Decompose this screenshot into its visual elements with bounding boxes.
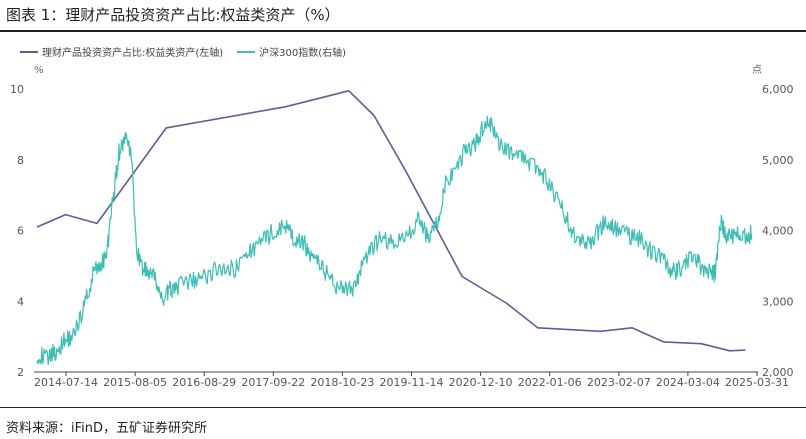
left-axis-tick-label: 2 bbox=[17, 366, 24, 379]
right-axis-tick-label: 3,000 bbox=[762, 295, 794, 308]
left-axis-tick-label: 10 bbox=[10, 83, 24, 96]
left-axis-unit: % bbox=[34, 65, 44, 76]
x-axis-tick-label: 2017-09-22 bbox=[241, 376, 305, 389]
title-divider bbox=[0, 30, 806, 32]
right-axis-unit: 点 bbox=[752, 64, 762, 76]
left-axis-tick-label: 6 bbox=[17, 225, 24, 238]
legend-label-right-series: 沪深300指数(右轴) bbox=[259, 48, 347, 59]
series-line-wealth-equity-share bbox=[36, 90, 746, 352]
right-axis-tick-label: 5,000 bbox=[762, 154, 794, 167]
legend-swatch-left-series bbox=[20, 50, 38, 53]
legend-item-right-series: 沪深300指数(右轴) bbox=[237, 44, 346, 59]
x-axis-tick-label: 2024-03-04 bbox=[656, 376, 720, 389]
right-axis-tick-label: 2,000 bbox=[762, 366, 794, 379]
x-axis-tick-label: 2022-01-06 bbox=[518, 376, 582, 389]
x-axis-tick-label: 2023-02-07 bbox=[587, 376, 651, 389]
right-axis-tick-label: 6,000 bbox=[762, 83, 794, 96]
series-line-csi300-index bbox=[36, 115, 753, 366]
right-axis-tick-label: 4,000 bbox=[762, 225, 794, 238]
legend-label-left-series: 理财产品投资资产占比:权益类资产(左轴) bbox=[42, 48, 224, 59]
footer-divider bbox=[0, 407, 806, 408]
chart-legend: 理财产品投资资产占比:权益类资产(左轴) 沪深300指数(右轴) bbox=[20, 44, 360, 59]
x-axis-tick-label: 2025-03-31 bbox=[725, 376, 789, 389]
x-axis-tick-label: 2018-10-23 bbox=[310, 376, 374, 389]
legend-swatch-right-series bbox=[237, 50, 256, 53]
left-axis-tick-label: 8 bbox=[17, 154, 24, 167]
left-axis-tick-label: 4 bbox=[17, 295, 24, 308]
x-axis-tick-label: 2016-08-29 bbox=[172, 376, 236, 389]
x-axis-tick-label: 2014-07-14 bbox=[34, 376, 98, 389]
legend-item-left-series: 理财产品投资资产占比:权益类资产(左轴) bbox=[20, 44, 223, 59]
x-axis-tick-label: 2015-08-05 bbox=[103, 376, 167, 389]
x-axis-tick-label: 2019-11-14 bbox=[380, 376, 444, 389]
source-note: 资料来源：iFinD，五矿证券研究所 bbox=[6, 421, 208, 436]
chart-title: 图表 1：理财产品投资资产占比:权益类资产（%） bbox=[6, 6, 340, 24]
x-axis-tick-label: 2020-12-10 bbox=[449, 376, 513, 389]
